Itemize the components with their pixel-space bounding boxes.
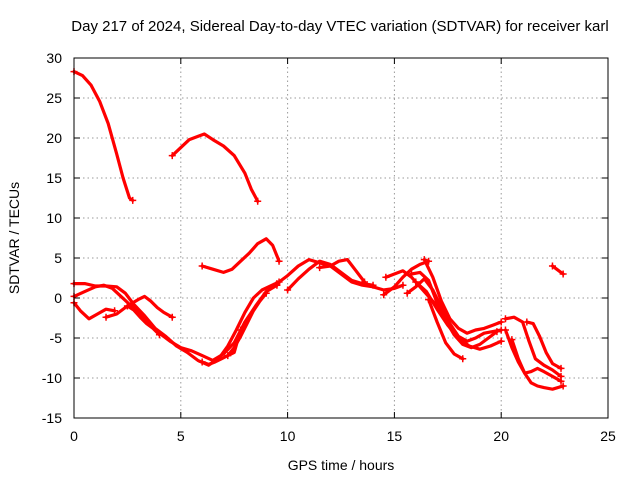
data-point-marker [284,286,292,294]
series-trace-8 [123,302,163,339]
data-point-marker [399,281,407,289]
series-line [414,280,503,351]
series-trace-20 [425,296,467,363]
y-tick-label: -15 [42,410,62,426]
data-point-marker [559,382,567,390]
x-axis-label: GPS time / hours [288,457,395,473]
data-point-marker [459,355,467,363]
x-tick-label: 5 [177,428,185,444]
data-point-marker [548,262,556,270]
series-trace-23 [508,336,567,391]
data-point-marker [168,313,176,321]
data-point-marker [155,331,163,339]
x-tick-label: 0 [70,428,78,444]
data-point-marker [123,302,131,310]
data-point-marker [360,278,368,286]
y-axis-label: SDTVAR / TECUs [6,182,22,294]
y-tick-label: 0 [54,290,62,306]
series-line [427,298,465,361]
series-line [170,132,260,203]
y-tick-label: -10 [42,370,62,386]
series-line [226,291,268,358]
series-trace-7 [102,294,176,321]
plot-frame [73,57,609,419]
series-trace-10 [224,289,270,360]
data-point-marker [420,256,428,264]
y-tick-label: 5 [54,250,62,266]
series-trace-25 [548,262,567,278]
data-point-marker [262,289,270,297]
ticks: 0 5 10 15 20 25 -15 -10 -5 0 5 10 15 20 25 30 [42,50,616,444]
data-point-marker [369,281,377,289]
series-line [405,277,503,343]
series-group [70,68,567,391]
series-line [550,264,565,276]
x-tick-label: 25 [600,428,616,444]
x-tick-label: 10 [280,428,296,444]
series-trace-4 [70,278,283,367]
series-line [275,258,405,292]
data-point-marker [497,318,505,326]
data-point-marker [493,328,501,336]
series-line [318,258,367,284]
series-trace-18 [412,278,505,351]
series-line [200,237,281,274]
data-point-marker [425,296,433,304]
y-tick-label: -5 [50,330,63,346]
y-tick-label: 30 [46,50,62,66]
data-point-marker [275,257,283,265]
x-tick-label: 15 [387,428,403,444]
series-trace-13 [316,258,368,286]
series-trace-22 [501,326,565,385]
y-tick-label: 10 [46,210,62,226]
data-point-marker [497,337,505,345]
series-trace-24 [523,318,565,372]
series-trace-3 [198,237,283,274]
series-line [409,270,499,350]
data-point-marker [523,318,531,326]
data-point-marker [254,197,262,205]
data-point-marker [407,270,415,278]
series-trace-1 [70,68,137,204]
series-trace-19 [420,256,505,335]
y-tick-label: 15 [46,170,62,186]
series-line [422,258,503,335]
series-line [104,294,174,319]
series-line [200,328,243,366]
x-tick-label: 20 [493,428,509,444]
data-point-marker [273,280,281,288]
series-trace-2 [168,132,262,205]
series-line [510,338,565,391]
series-trace-9 [198,326,245,366]
data-point-marker [224,352,232,360]
data-point-marker [382,273,390,281]
data-point-marker [102,313,110,321]
data-point-marker [501,315,509,323]
data-point-marker [380,291,388,299]
series-line [525,320,563,370]
data-point-marker [412,278,420,286]
data-point-marker [198,262,206,270]
data-point-marker [557,364,565,372]
data-point-marker [559,270,567,278]
data-point-marker [198,358,206,366]
series-line [125,304,161,337]
data-point-marker [557,377,565,385]
series-line [72,70,135,202]
y-tick-label: 25 [46,90,62,106]
data-point-marker [129,196,137,204]
series-line [72,301,117,321]
chart-title: Day 217 of 2024, Sidereal Day-to-day VTE… [71,18,608,35]
data-point-marker [316,264,324,272]
data-point-marker [501,326,509,334]
series-line [503,315,563,378]
data-point-marker [403,289,411,297]
series-line [503,328,563,383]
grid [74,58,608,418]
y-tick-label: 20 [46,130,62,146]
data-point-marker [168,152,176,160]
data-point-marker [508,336,516,344]
